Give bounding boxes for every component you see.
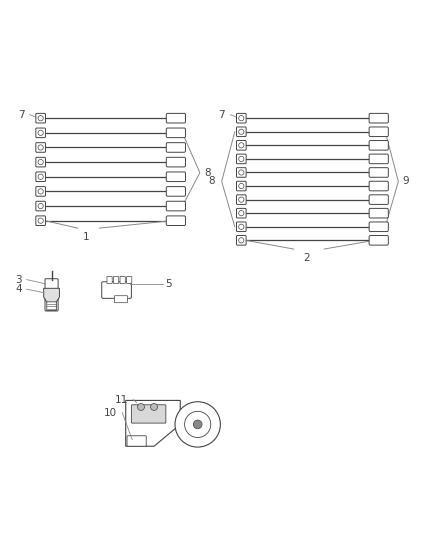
Circle shape — [184, 411, 210, 438]
FancyBboxPatch shape — [236, 168, 246, 177]
FancyBboxPatch shape — [166, 201, 185, 211]
FancyBboxPatch shape — [236, 208, 246, 218]
FancyBboxPatch shape — [36, 187, 46, 196]
Text: 7: 7 — [218, 110, 225, 120]
Circle shape — [137, 403, 144, 410]
Text: 8: 8 — [204, 168, 210, 177]
Polygon shape — [44, 288, 59, 303]
FancyBboxPatch shape — [120, 277, 125, 284]
Text: 7: 7 — [18, 110, 25, 120]
FancyBboxPatch shape — [368, 222, 388, 231]
FancyBboxPatch shape — [36, 128, 46, 138]
FancyBboxPatch shape — [113, 277, 118, 284]
Text: 2: 2 — [303, 253, 309, 263]
FancyBboxPatch shape — [236, 154, 246, 164]
FancyBboxPatch shape — [166, 216, 185, 225]
FancyBboxPatch shape — [236, 114, 246, 123]
FancyBboxPatch shape — [36, 114, 46, 123]
Text: 9: 9 — [402, 176, 408, 187]
Circle shape — [175, 402, 220, 447]
FancyBboxPatch shape — [36, 216, 46, 225]
FancyBboxPatch shape — [236, 141, 246, 150]
FancyBboxPatch shape — [166, 143, 185, 152]
FancyBboxPatch shape — [102, 282, 131, 298]
FancyBboxPatch shape — [36, 157, 46, 167]
FancyBboxPatch shape — [114, 296, 127, 303]
Circle shape — [193, 420, 201, 429]
Text: 1: 1 — [83, 232, 89, 243]
FancyBboxPatch shape — [36, 143, 46, 152]
FancyBboxPatch shape — [131, 405, 166, 423]
Circle shape — [150, 403, 157, 410]
FancyBboxPatch shape — [236, 181, 246, 191]
FancyBboxPatch shape — [127, 436, 146, 446]
FancyBboxPatch shape — [47, 302, 56, 311]
FancyBboxPatch shape — [166, 157, 185, 167]
Text: 8: 8 — [208, 176, 215, 187]
FancyBboxPatch shape — [368, 154, 388, 164]
FancyBboxPatch shape — [36, 201, 46, 211]
Text: 4: 4 — [15, 284, 22, 294]
FancyBboxPatch shape — [166, 114, 185, 123]
FancyBboxPatch shape — [166, 187, 185, 196]
FancyBboxPatch shape — [236, 236, 246, 245]
FancyBboxPatch shape — [368, 208, 388, 218]
FancyBboxPatch shape — [166, 172, 185, 182]
FancyBboxPatch shape — [368, 114, 388, 123]
FancyBboxPatch shape — [368, 141, 388, 150]
FancyBboxPatch shape — [36, 172, 46, 182]
FancyBboxPatch shape — [236, 127, 246, 136]
Text: 11: 11 — [114, 394, 127, 405]
Polygon shape — [125, 400, 180, 446]
FancyBboxPatch shape — [368, 195, 388, 205]
FancyBboxPatch shape — [368, 168, 388, 177]
FancyBboxPatch shape — [236, 222, 246, 231]
Text: 10: 10 — [104, 408, 117, 418]
FancyBboxPatch shape — [236, 195, 246, 205]
FancyBboxPatch shape — [368, 181, 388, 191]
FancyBboxPatch shape — [166, 128, 185, 138]
FancyBboxPatch shape — [368, 236, 388, 245]
FancyBboxPatch shape — [45, 279, 58, 311]
Text: 5: 5 — [165, 279, 171, 289]
FancyBboxPatch shape — [107, 277, 112, 284]
Text: 3: 3 — [15, 274, 22, 285]
FancyBboxPatch shape — [368, 127, 388, 136]
FancyBboxPatch shape — [126, 277, 131, 284]
